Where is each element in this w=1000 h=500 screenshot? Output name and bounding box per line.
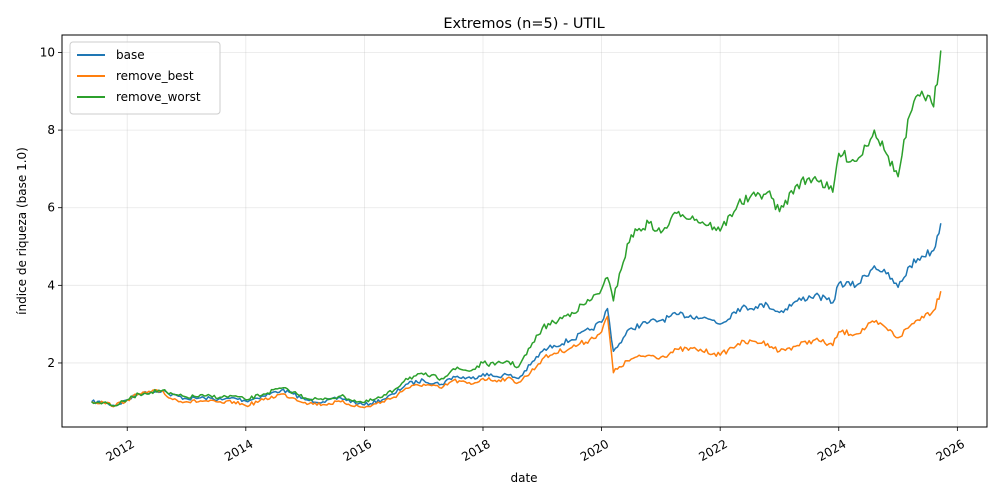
y-axis-label: índice de riqueza (base 1.0) [15,147,29,315]
plot-frame [61,34,988,428]
y-tick-label: 8 [47,123,55,137]
series-line-remove_best [91,291,942,409]
legend-label: base [116,48,145,62]
y-tick-label: 6 [47,201,55,215]
y-axis-ticks: 2 4 6 8 10 [40,45,62,370]
legend: base remove_best remove_worst [69,41,221,115]
grid [62,35,987,427]
y-tick-label: 4 [47,278,55,292]
legend-label: remove_worst [116,90,201,104]
legend-label: remove_best [116,69,194,83]
y-tick-label: 10 [40,45,55,59]
chart-title: Extremos (n=5) - UTIL [443,16,604,32]
series-line-base [91,223,942,407]
x-axis-label: date [510,471,537,485]
y-tick-label: 2 [47,356,55,370]
series-line-remove_worst [91,50,942,407]
legend-box [69,41,221,115]
x-axis-ticks: 2012 2014 2016 2018 2020 2022 2024 2026 [103,427,967,464]
series-lines [91,50,942,409]
